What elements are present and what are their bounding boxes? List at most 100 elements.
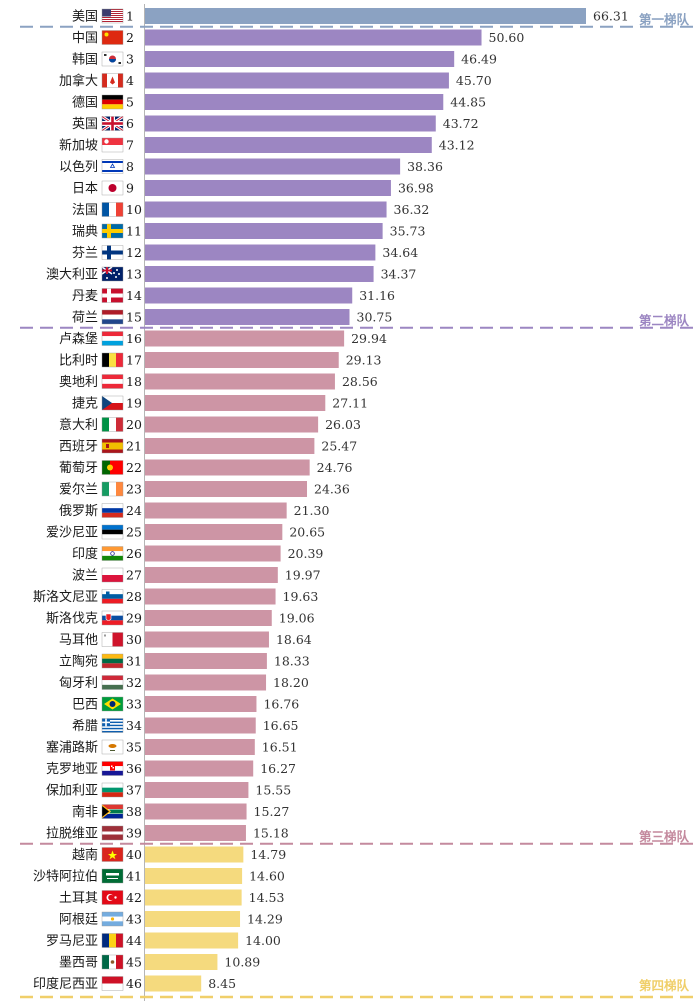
rank-label: 28 <box>126 589 142 604</box>
bar <box>145 524 283 540</box>
series-tier-4: 越南 40 14.79 沙特阿拉伯 41 14.60 土耳其 42 14.53 阿根廷 43 14.2… <box>33 846 286 992</box>
bar <box>145 932 239 949</box>
country-label: 法国 <box>72 203 98 218</box>
bar <box>145 330 345 347</box>
bar <box>145 825 246 841</box>
flag-hu-icon <box>101 675 124 690</box>
rank-label: 38 <box>126 804 142 819</box>
value-label: 15.27 <box>254 804 290 819</box>
flag-nl-icon <box>101 309 124 325</box>
rank-label: 37 <box>126 783 142 798</box>
value-label: 36.98 <box>398 181 434 196</box>
bar <box>145 416 319 433</box>
flag-cn-icon <box>101 30 124 45</box>
rank-label: 31 <box>126 654 142 669</box>
rank-label: 5 <box>126 95 134 110</box>
flag-fi-icon <box>101 245 124 260</box>
bar <box>145 223 383 239</box>
value-label: 31.16 <box>359 288 395 303</box>
value-label: 43.72 <box>443 116 479 131</box>
flag-id-icon <box>101 976 124 991</box>
bar <box>145 588 276 605</box>
flag-ru-icon <box>101 503 124 518</box>
country-label: 中国 <box>72 31 98 46</box>
value-label: 16.65 <box>263 718 299 733</box>
flag-ee-icon <box>101 524 124 540</box>
flag-at-icon <box>101 374 124 389</box>
value-label: 15.55 <box>255 783 291 798</box>
flag-es-icon <box>101 438 124 454</box>
value-label: 19.97 <box>285 568 321 583</box>
bar <box>145 158 401 175</box>
flag-ca-icon <box>101 73 124 88</box>
rank-label: 29 <box>126 611 142 626</box>
tier-label: 第一梯队 <box>639 12 690 27</box>
country-label: 塞浦路斯 <box>46 740 98 756</box>
value-label: 34.37 <box>381 267 417 282</box>
country-label: 加拿大 <box>59 73 98 89</box>
country-label: 西班牙 <box>59 440 98 455</box>
country-label: 波兰 <box>72 569 98 584</box>
country-label: 拉脱维亚 <box>46 827 98 842</box>
bar <box>145 244 376 261</box>
bar <box>145 653 267 669</box>
value-label: 14.29 <box>247 912 283 927</box>
country-label: 葡萄牙 <box>59 461 98 476</box>
country-label: 罗马尼亚 <box>46 934 98 949</box>
flag-it-icon <box>101 417 124 432</box>
rank-label: 40 <box>126 847 142 862</box>
bar <box>145 803 247 820</box>
country-label: 立陶宛 <box>59 654 98 670</box>
country-label: 新加坡 <box>59 138 98 154</box>
rank-label: 44 <box>126 933 142 948</box>
rank-label: 14 <box>126 288 142 303</box>
bar <box>145 846 244 863</box>
flag-fr-icon <box>101 202 124 217</box>
value-label: 24.36 <box>314 482 350 497</box>
value-label: 15.18 <box>253 826 289 841</box>
bar <box>145 266 374 282</box>
value-label: 14.53 <box>249 890 285 905</box>
value-label: 26.03 <box>325 417 361 432</box>
value-label: 18.64 <box>276 632 312 647</box>
country-label: 卢森堡 <box>59 331 98 347</box>
flag-gb-icon <box>101 115 124 132</box>
rank-label: 46 <box>126 976 142 991</box>
rank-label: 34 <box>126 718 142 733</box>
value-label: 29.13 <box>346 353 382 368</box>
flag-ie-icon <box>101 481 124 497</box>
value-label: 20.39 <box>288 546 324 561</box>
rank-label: 13 <box>126 267 142 282</box>
flag-br-icon <box>101 696 124 712</box>
rank-label: 25 <box>126 525 142 540</box>
bar <box>145 911 241 927</box>
flag-dk-icon <box>101 288 124 303</box>
series-tier-2: 中国 2 50.60 韩国 3 46.49 加拿大 4 45.70 德国 5 44.85 英国 6 43.7… <box>46 29 524 326</box>
bar <box>145 739 255 755</box>
rank-label: 22 <box>126 460 142 475</box>
country-label: 以色列 <box>59 159 98 175</box>
rank-label: 36 <box>126 761 142 776</box>
flag-au-icon <box>101 266 124 282</box>
value-label: 10.89 <box>224 955 260 970</box>
country-label: 意大利 <box>59 417 98 433</box>
bar <box>145 352 339 368</box>
bar <box>145 545 281 562</box>
value-label: 24.76 <box>317 460 353 475</box>
country-label: 日本 <box>72 182 98 197</box>
value-label: 14.79 <box>250 847 286 862</box>
value-label: 27.11 <box>332 396 368 411</box>
value-label: 45.70 <box>456 73 492 88</box>
bar <box>145 502 287 519</box>
value-label: 34.64 <box>382 245 418 260</box>
bar <box>145 975 202 992</box>
rank-label: 20 <box>126 417 142 432</box>
rank-label: 33 <box>126 697 142 712</box>
flag-il-icon <box>101 159 124 174</box>
value-label: 18.33 <box>274 654 310 669</box>
value-label: 66.31 <box>593 9 629 24</box>
bar <box>145 889 242 906</box>
value-label: 30.75 <box>357 310 393 325</box>
flag-be-icon <box>101 352 124 368</box>
rank-label: 24 <box>126 503 142 518</box>
